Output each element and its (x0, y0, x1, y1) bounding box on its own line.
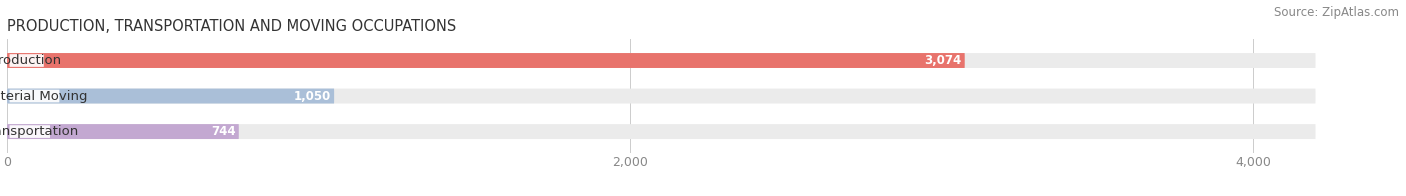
Text: 1,050: 1,050 (294, 90, 330, 103)
Text: Material Moving: Material Moving (0, 90, 87, 103)
Text: Transportation: Transportation (0, 125, 77, 138)
FancyBboxPatch shape (7, 89, 1316, 103)
FancyBboxPatch shape (7, 53, 1316, 68)
Text: PRODUCTION, TRANSPORTATION AND MOVING OCCUPATIONS: PRODUCTION, TRANSPORTATION AND MOVING OC… (7, 19, 457, 34)
FancyBboxPatch shape (7, 124, 239, 139)
Text: 744: 744 (211, 125, 236, 138)
FancyBboxPatch shape (10, 125, 51, 138)
FancyBboxPatch shape (7, 124, 1316, 139)
FancyBboxPatch shape (7, 53, 965, 68)
Text: Production: Production (0, 54, 62, 67)
FancyBboxPatch shape (10, 54, 44, 67)
Text: 3,074: 3,074 (924, 54, 962, 67)
Text: Source: ZipAtlas.com: Source: ZipAtlas.com (1274, 6, 1399, 19)
FancyBboxPatch shape (7, 89, 335, 103)
FancyBboxPatch shape (10, 90, 59, 102)
